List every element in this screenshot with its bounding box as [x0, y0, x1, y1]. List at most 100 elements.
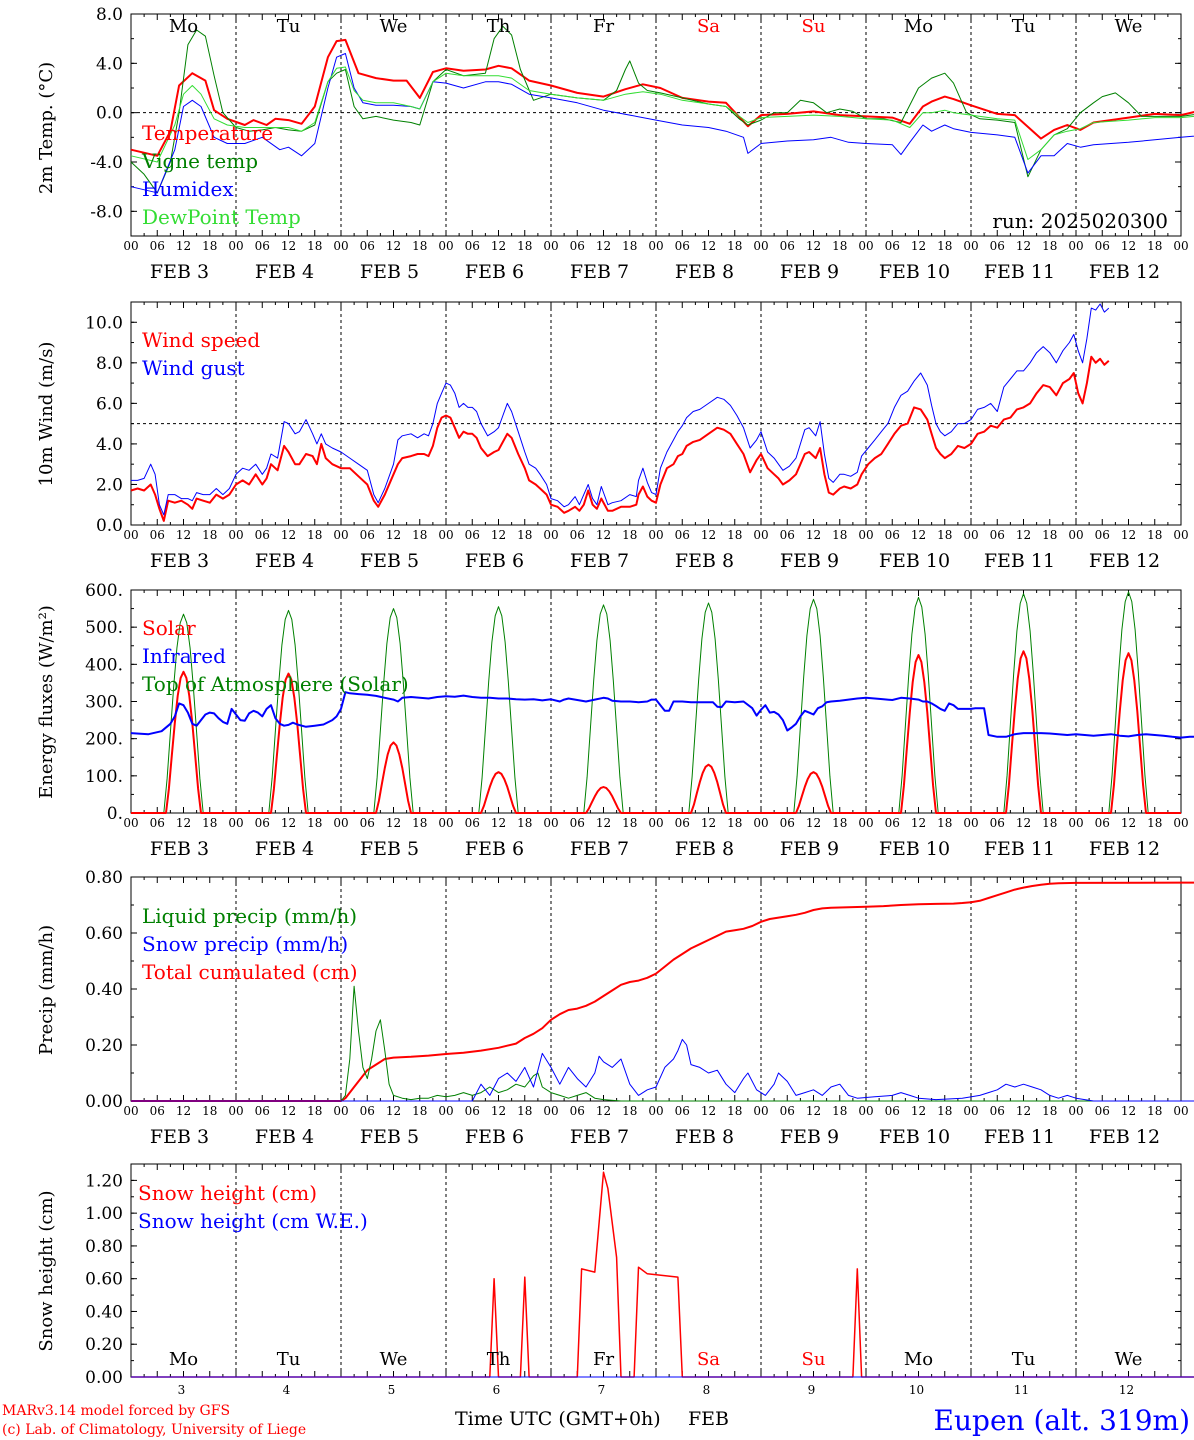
hour-tick-label: 00	[963, 1104, 978, 1118]
y-tick-label: -8.0	[90, 202, 123, 222]
hour-tick-label: 18	[727, 528, 742, 542]
hour-tick-label: 06	[990, 816, 1005, 830]
hour-tick-label: 12	[176, 239, 191, 253]
date-label: FEB 5	[360, 261, 419, 283]
hour-tick-label: 18	[412, 1104, 427, 1118]
hour-tick-label: 18	[937, 816, 952, 830]
day-number-label: 12	[1119, 1383, 1134, 1397]
hour-tick-label: 18	[1042, 1104, 1057, 1118]
date-label: FEB 8	[675, 1126, 734, 1148]
hour-tick-label: 18	[307, 1104, 322, 1118]
hour-tick-label: 06	[675, 816, 690, 830]
hour-tick-label: 18	[412, 816, 427, 830]
y-tick-label: 0.0	[96, 104, 123, 124]
hour-tick-label: 18	[202, 1104, 217, 1118]
hour-tick-label: 12	[176, 528, 191, 542]
hour-tick-label: 12	[176, 816, 191, 830]
hour-tick-label: 18	[622, 239, 637, 253]
hour-tick-label: 00	[1068, 1104, 1083, 1118]
hour-tick-label: 12	[386, 816, 401, 830]
series-vigne-temp	[130, 25, 1194, 194]
hour-tick-label: 00	[123, 239, 138, 253]
day-of-week-label: Th	[487, 16, 511, 37]
date-label: FEB 12	[1089, 1126, 1160, 1148]
day-of-week-label: Tu	[277, 16, 301, 37]
y-tick-label: 0.0	[96, 516, 123, 536]
panel-frame-flux	[130, 589, 1182, 814]
hour-tick-label: 00	[648, 1104, 663, 1118]
date-label: FEB 12	[1089, 550, 1160, 572]
hour-tick-label: 00	[123, 528, 138, 542]
hour-tick-label: 00	[648, 528, 663, 542]
date-label: FEB 6	[465, 838, 524, 860]
date-label: FEB 8	[675, 838, 734, 860]
hour-tick-label: 00	[648, 816, 663, 830]
date-label: FEB 5	[360, 550, 419, 572]
day-of-week-label: Su	[802, 1349, 826, 1370]
hour-tick-label: 00	[123, 1104, 138, 1118]
day-of-week-label: Tu	[277, 1349, 301, 1370]
hour-tick-label: 06	[570, 239, 585, 253]
hour-tick-label: 12	[806, 1104, 821, 1118]
y-tick-label: 0.80	[85, 1237, 123, 1257]
hour-tick-label: 00	[438, 1104, 453, 1118]
y-tick-label: 0.20	[85, 1335, 123, 1355]
date-label: FEB 7	[570, 1126, 629, 1148]
day-of-week-label: Mo	[169, 16, 198, 37]
station-name: Eupen (alt. 319m)	[934, 1404, 1190, 1437]
hour-tick-label: 06	[780, 239, 795, 253]
day-of-week-label: We	[1115, 1349, 1143, 1370]
hour-tick-label: 18	[832, 1104, 847, 1118]
hour-tick-label: 06	[885, 239, 900, 253]
y-tick-label: 0.20	[85, 1036, 123, 1056]
hour-tick-label: 06	[885, 528, 900, 542]
hour-tick-label: 00	[858, 528, 873, 542]
hour-tick-label: 00	[438, 239, 453, 253]
hour-tick-label: 00	[648, 239, 663, 253]
hour-tick-label: 12	[281, 528, 296, 542]
date-label: FEB 11	[984, 1126, 1055, 1148]
hour-tick-label: 12	[701, 816, 716, 830]
series-humidex	[130, 53, 1194, 194]
legend-entry: Infrared	[142, 644, 226, 668]
hour-tick-label: 00	[228, 239, 243, 253]
hour-tick-label: 06	[150, 816, 165, 830]
hour-tick-label: 18	[1147, 239, 1162, 253]
hour-tick-label: 12	[701, 239, 716, 253]
hour-tick-label: 18	[1147, 528, 1162, 542]
hour-tick-label: 18	[307, 239, 322, 253]
legend-entry: Top of Atmosphere (Solar)	[142, 672, 409, 696]
y-tick-label: 0.60	[85, 1270, 123, 1290]
date-label: FEB 5	[360, 1126, 419, 1148]
hour-tick-label: 00	[858, 816, 873, 830]
hour-tick-label: 06	[675, 528, 690, 542]
hour-tick-label: 18	[622, 528, 637, 542]
y-axis-label: Snow height (cm)	[36, 1190, 57, 1351]
hour-tick-label: 12	[806, 528, 821, 542]
hour-tick-label: 12	[491, 239, 506, 253]
y-axis-label: Precip (mm/h)	[36, 925, 57, 1055]
hour-tick-label: 12	[806, 816, 821, 830]
hour-tick-label: 12	[701, 1104, 716, 1118]
date-label: FEB 6	[465, 550, 524, 572]
hour-tick-label: 00	[858, 239, 873, 253]
hour-tick-label: 12	[1016, 816, 1031, 830]
y-tick-label: -4.0	[90, 153, 123, 173]
hour-tick-label: 00	[543, 528, 558, 542]
date-label: FEB 7	[570, 550, 629, 572]
hour-tick-label: 00	[753, 1104, 768, 1118]
hour-tick-label: 12	[1016, 528, 1031, 542]
hour-tick-label: 06	[1095, 1104, 1110, 1118]
hour-tick-label: 18	[832, 239, 847, 253]
y-tick-label: 400.	[85, 655, 123, 675]
day-of-week-label: We	[380, 16, 408, 37]
hour-tick-label: 18	[517, 1104, 532, 1118]
date-label: FEB 6	[465, 1126, 524, 1148]
hour-tick-label: 00	[1173, 239, 1188, 253]
y-tick-label: 6.0	[96, 394, 123, 414]
hour-tick-label: 18	[832, 816, 847, 830]
hour-tick-label: 18	[937, 528, 952, 542]
hour-tick-label: 18	[832, 528, 847, 542]
day-of-week-label: Su	[802, 16, 826, 37]
